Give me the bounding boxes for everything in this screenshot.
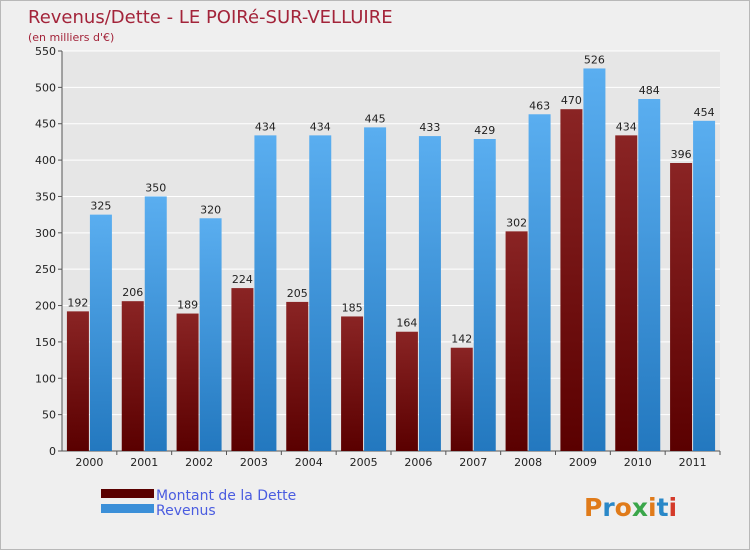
bar-dette xyxy=(560,109,583,451)
data-label: 463 xyxy=(529,99,550,112)
data-label: 526 xyxy=(584,53,605,66)
data-label: 142 xyxy=(451,333,472,346)
y-tick-label: 250 xyxy=(35,263,56,276)
y-tick-label: 100 xyxy=(35,372,56,385)
data-label: 429 xyxy=(474,124,495,137)
bar-revenus xyxy=(583,68,606,452)
bar-revenus xyxy=(89,214,112,451)
data-label: 164 xyxy=(396,317,417,330)
logo-letter: o xyxy=(615,493,632,522)
data-label: 434 xyxy=(616,120,637,133)
bar-dette xyxy=(505,231,528,451)
legend-label-dette: Montant de la Dette xyxy=(156,488,296,504)
data-label: 445 xyxy=(365,112,386,125)
data-label: 484 xyxy=(639,84,660,97)
legend-label-revenus: Revenus xyxy=(156,503,216,519)
data-label: 224 xyxy=(232,273,253,286)
bar-dette xyxy=(286,301,309,451)
x-tick-label: 2006 xyxy=(404,456,432,469)
y-tick-label: 400 xyxy=(35,154,56,167)
legend-swatch-dette xyxy=(101,489,154,498)
data-label: 206 xyxy=(122,286,143,299)
data-labels: 192 325 206 350 189 320 224 434 205 434 185 445 164 4… xyxy=(67,53,714,345)
data-label: 302 xyxy=(506,216,527,229)
bar-revenus xyxy=(364,127,387,451)
x-tick-label: 2007 xyxy=(459,456,487,469)
data-label: 320 xyxy=(200,203,221,216)
logo-letter: i xyxy=(648,493,657,522)
x-tick-label: 2005 xyxy=(350,456,378,469)
legend-swatch-revenus xyxy=(101,504,154,513)
data-label: 470 xyxy=(561,94,582,107)
grid-lines xyxy=(62,50,720,452)
x-tick-label: 2001 xyxy=(130,456,158,469)
y-tick-label: 150 xyxy=(35,336,56,349)
y-tick-label: 500 xyxy=(35,81,56,94)
data-label: 434 xyxy=(255,120,276,133)
x-axis: 2000 2001 2002 2003 2004 2005 2006 2007 2008 2009… xyxy=(62,450,721,469)
bar-revenus xyxy=(254,135,277,451)
y-tick-label: 200 xyxy=(35,300,56,313)
logo-letter: r xyxy=(602,493,615,522)
bar-dette xyxy=(615,135,638,451)
plot-area xyxy=(62,51,720,451)
x-tick-label: 2004 xyxy=(295,456,323,469)
data-label: 350 xyxy=(145,181,166,194)
x-tick-label: 2003 xyxy=(240,456,268,469)
bar-dette xyxy=(395,331,418,451)
x-tick-label: 2002 xyxy=(185,456,213,469)
bar-revenus xyxy=(473,139,496,451)
bar-dette xyxy=(66,311,89,451)
bar-revenus xyxy=(309,135,332,451)
bar-dette xyxy=(176,313,199,451)
y-tick-label: 50 xyxy=(42,409,56,422)
bar-revenus xyxy=(528,114,551,451)
bar-dette xyxy=(341,316,364,451)
chart-subtitle: (en milliers d'€) xyxy=(28,31,114,44)
y-tick-label: 350 xyxy=(35,190,56,203)
bar-revenus xyxy=(199,218,222,451)
proxiti-logo: Proxiti xyxy=(584,493,677,522)
data-label: 434 xyxy=(310,120,331,133)
bars xyxy=(66,68,716,452)
data-label: 325 xyxy=(90,200,111,213)
y-tick-label: 550 xyxy=(35,45,56,58)
data-label: 189 xyxy=(177,299,198,312)
bar-dette xyxy=(231,288,254,451)
legend: Montant de la Dette Revenus xyxy=(101,488,296,519)
bar-revenus xyxy=(418,136,441,451)
y-axis: 0 50 100 150 200 250 300 350 400 450 500 550 xyxy=(35,45,63,458)
plot-background xyxy=(62,51,720,451)
bar-dette xyxy=(121,301,144,451)
data-label: 192 xyxy=(67,296,88,309)
x-tick-label: 2000 xyxy=(75,456,103,469)
y-tick-label: 450 xyxy=(35,118,56,131)
y-tick-label: 0 xyxy=(49,445,56,458)
logo-text: Proxiti xyxy=(584,493,677,522)
x-tick-label: 2010 xyxy=(624,456,652,469)
bar-revenus xyxy=(693,120,716,452)
logo-letter: P xyxy=(584,493,602,522)
bar-dette xyxy=(670,163,693,451)
x-tick-label: 2011 xyxy=(679,456,707,469)
y-tick-label: 300 xyxy=(35,227,56,240)
bar-revenus xyxy=(638,99,661,451)
x-tick-label: 2009 xyxy=(569,456,597,469)
data-label: 396 xyxy=(671,148,692,161)
bar-revenus xyxy=(144,196,167,451)
chart-title: Revenus/Dette - LE POIRé-SUR-VELLUIRE xyxy=(28,7,393,28)
logo-letter: i xyxy=(669,493,678,522)
data-label: 185 xyxy=(342,301,363,314)
data-label: 433 xyxy=(419,121,440,134)
logo-letter: t xyxy=(657,493,669,522)
bar-dette xyxy=(450,347,473,451)
logo-letter: x xyxy=(632,493,648,522)
data-label: 454 xyxy=(694,106,715,119)
data-label: 205 xyxy=(287,287,308,300)
x-tick-label: 2008 xyxy=(514,456,542,469)
